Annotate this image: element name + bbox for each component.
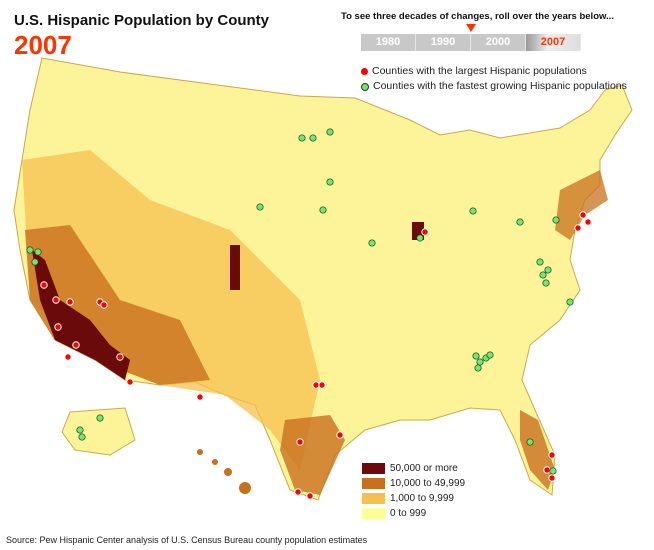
largest-label: Counties with the largest Hispanic popul…	[372, 65, 587, 77]
largest-county-dot	[100, 301, 108, 309]
year-tab-2000[interactable]: 2000	[471, 34, 526, 51]
largest-county-dot	[72, 341, 80, 349]
swatch-10000	[362, 478, 385, 489]
largest-county-dot	[579, 211, 587, 219]
fastest-growing-county-dot	[34, 248, 42, 256]
alaska	[61, 407, 136, 456]
fastest-growing-county-dot	[476, 358, 484, 366]
largest-county-dot	[312, 381, 320, 389]
fastest-growing-county-dot	[539, 271, 547, 279]
south-texas-region	[280, 415, 345, 495]
tier-1000-region	[22, 150, 320, 470]
largest-county-dot	[66, 298, 74, 306]
fastest-growing-county-dot	[309, 134, 317, 142]
fastest-growing-county-dot	[256, 203, 264, 211]
largest-county-dot	[548, 474, 556, 482]
northeast-region	[555, 170, 608, 240]
swatch-1000	[362, 493, 385, 504]
denver-county	[230, 245, 240, 290]
largest-county-dot	[296, 438, 304, 446]
fastest-growing-county-dot	[326, 178, 334, 186]
largest-county-dot	[548, 451, 556, 459]
fastest-growing-county-dot	[31, 258, 39, 266]
largest-county-dot	[543, 466, 551, 474]
fastest-growing-county-dot	[319, 206, 327, 214]
fastest-growing-county-dot	[552, 216, 560, 224]
fastest-growing-county-dot	[544, 266, 552, 274]
fastest-label: Counties with the fastest growing Hispan…	[373, 80, 627, 92]
fastest-growing-county-dot	[78, 433, 86, 441]
fastest-growing-county-dot	[474, 364, 482, 372]
largest-county-dot	[116, 353, 124, 361]
rollover-hint: To see three decades of changes, roll ov…	[341, 11, 614, 22]
fastest-growing-county-dot	[472, 352, 480, 360]
fastest-growing-county-dot	[526, 438, 534, 446]
legend-label: 50,000 or more	[390, 463, 458, 474]
hawaii	[197, 449, 251, 494]
us-outline	[13, 57, 633, 501]
largest-county-dot	[64, 353, 72, 361]
swatch-0	[362, 508, 385, 519]
fastest-growing-county-dot	[542, 279, 550, 287]
fastest-growing-county-dot	[298, 134, 306, 142]
contiguous-us	[13, 57, 633, 501]
fastest-growing-county-dot	[536, 258, 544, 266]
year-tab-1990[interactable]: 1990	[416, 34, 471, 51]
swatch-50000	[362, 463, 385, 474]
largest-county-dot	[336, 431, 344, 439]
fastest-growing-county-dot	[96, 414, 104, 422]
largest-county-dot	[318, 381, 326, 389]
year-marker-icon	[466, 24, 476, 32]
largest-county-dot	[574, 224, 582, 232]
dot-legend: Counties with the largest Hispanic popul…	[361, 64, 627, 94]
green-dot-icon	[361, 82, 369, 91]
source-note: Source: Pew Hispanic Center analysis of …	[6, 535, 368, 545]
fastest-growing-county-dot	[469, 207, 477, 215]
largest-county-dot	[306, 492, 314, 500]
year-tab-1980[interactable]: 1980	[361, 34, 416, 51]
largest-county-dot	[421, 228, 429, 236]
red-dot-icon	[361, 68, 368, 75]
largest-county-dot	[294, 488, 302, 496]
fastest-growing-county-dot	[549, 467, 557, 475]
fastest-growing-county-dot	[416, 234, 424, 242]
legend-label: 0 to 999	[390, 508, 427, 519]
largest-county-dot	[54, 323, 62, 331]
largest-county-dot	[52, 296, 60, 304]
fastest-growing-county-dot	[26, 246, 34, 254]
year-selector: 1980 1990 2000 2007	[361, 34, 581, 51]
legend-label: 1,000 to 9,999	[390, 493, 454, 504]
map-title: U.S. Hispanic Population by County	[14, 12, 270, 29]
fastest-growing-county-dot	[76, 426, 84, 434]
fastest-growing-county-dot	[368, 239, 376, 247]
largest-county-dot	[584, 218, 592, 226]
fastest-growing-county-dot	[516, 218, 524, 226]
fastest-growing-county-dot	[326, 128, 334, 136]
color-legend: 50,000 or more 10,000 to 49,999 1,000 to…	[362, 461, 465, 521]
largest-county-dot	[40, 281, 48, 289]
largest-county-dot	[196, 393, 204, 401]
tier-50000-region	[32, 250, 130, 380]
largest-county-dot	[126, 378, 134, 386]
current-year: 2007	[14, 30, 72, 60]
year-tab-2007[interactable]: 2007	[526, 34, 581, 51]
fastest-growing-county-dot	[566, 298, 574, 306]
fastest-growing-county-dot	[486, 351, 494, 359]
legend-label: 10,000 to 49,999	[390, 478, 466, 489]
